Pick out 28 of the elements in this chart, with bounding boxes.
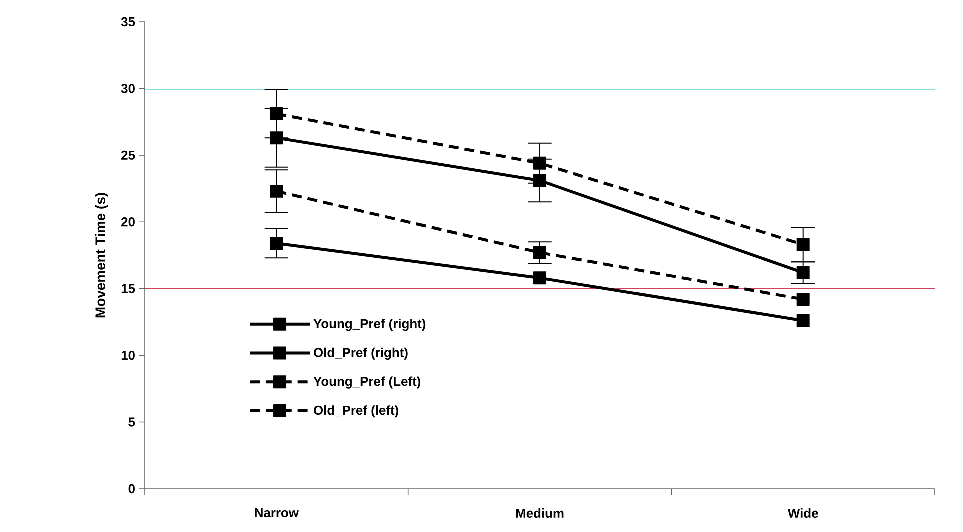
x-tick-label: Narrow — [255, 508, 299, 518]
legend-label: Young_Pref (Left) — [314, 376, 421, 389]
x-tick-label: Medium — [516, 508, 564, 518]
x-tick-label: Wide — [788, 508, 818, 518]
point — [534, 246, 547, 260]
y-tick-label: 0 — [128, 484, 135, 494]
y-tick-label: 30 — [121, 84, 135, 94]
y-tick-label: 15 — [122, 284, 136, 294]
point — [796, 266, 810, 280]
legend-label: Old_Pref (right) — [314, 348, 408, 360]
y-axis-title: Movement Time (s) — [95, 193, 108, 318]
y-tick-label: 25 — [122, 150, 136, 160]
point — [796, 293, 810, 306]
legend-label: Old_Pref (left) — [314, 406, 398, 418]
point — [534, 272, 547, 285]
point — [534, 174, 547, 188]
y-tick-label: 10 — [122, 350, 135, 360]
point — [796, 314, 810, 328]
point — [796, 238, 810, 252]
point — [270, 184, 284, 198]
y-tick-label: 35 — [121, 17, 136, 27]
y-tick-label: 20 — [122, 218, 135, 227]
point — [270, 236, 284, 250]
y-tick-label: 5 — [128, 418, 136, 427]
point — [270, 132, 284, 145]
point — [270, 108, 284, 121]
legend-label: Young_Pref (right) — [314, 318, 426, 332]
point — [534, 156, 547, 170]
